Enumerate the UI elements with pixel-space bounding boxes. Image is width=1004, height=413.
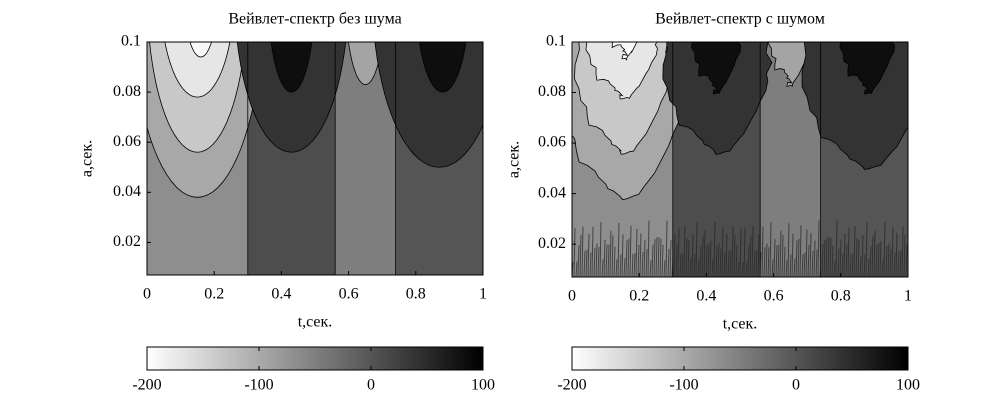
contour-region <box>270 42 313 93</box>
contour-region <box>767 42 813 87</box>
contour-region <box>611 42 638 61</box>
y-tick-label: 0.04 <box>538 184 566 201</box>
chart-title: Вейвлет-спектр с шумом <box>655 11 825 28</box>
contour-region <box>348 42 383 85</box>
colorbar-tick-label: -100 <box>244 377 273 394</box>
contour-region <box>662 42 773 155</box>
colorbar-tick-label: -200 <box>557 377 586 394</box>
y-tick-label: 0.02 <box>113 233 141 250</box>
x-tick-label: 0.4 <box>271 286 291 303</box>
contour-region <box>236 42 347 153</box>
y-tick-label: 0.06 <box>113 133 141 150</box>
colorbar-tick-label: 0 <box>367 377 375 394</box>
x-tick-label: 1 <box>904 288 912 305</box>
contour-region <box>164 42 231 98</box>
y-tick-label: 0.04 <box>113 183 141 200</box>
contour-region <box>419 42 467 93</box>
contour-plot <box>147 42 483 275</box>
colorbar <box>146 346 484 371</box>
axes-box <box>571 41 909 278</box>
x-tick-label: 1 <box>479 286 487 303</box>
colorbar-tick-label: 100 <box>471 377 495 394</box>
x-tick-label: 0.8 <box>831 288 851 305</box>
x-axis-label: t,сек. <box>298 314 333 331</box>
x-axis-label: t,сек. <box>723 316 758 333</box>
y-tick-label: 0.08 <box>538 83 566 100</box>
contour-region <box>585 42 658 100</box>
x-tick-label: 0.8 <box>406 286 426 303</box>
y-tick-label: 0.08 <box>113 83 141 100</box>
x-tick-label: 0.4 <box>696 288 716 305</box>
x-tick-label: 0.2 <box>204 286 224 303</box>
contour-region <box>691 42 742 95</box>
x-tick-label: 0.6 <box>764 288 784 305</box>
y-tick-label: 0.1 <box>121 33 141 50</box>
contour-plot <box>572 42 908 277</box>
colorbar-tick-label: 0 <box>792 377 800 394</box>
contour-region <box>839 42 895 95</box>
x-tick-label: 0 <box>143 286 151 303</box>
x-tick-label: 0 <box>568 288 576 305</box>
axes-box <box>146 41 484 276</box>
y-tick-label: 0.06 <box>538 134 566 151</box>
colorbar-tick-label: 100 <box>896 377 920 394</box>
x-tick-label: 0.2 <box>629 288 649 305</box>
y-axis-label: a,сек. <box>79 140 96 177</box>
colorbar <box>571 346 909 371</box>
x-tick-label: 0.6 <box>339 286 359 303</box>
colorbar-tick-label: -100 <box>669 377 698 394</box>
y-tick-label: 0.1 <box>546 33 566 50</box>
y-axis-label: a,сек. <box>506 141 523 178</box>
chart-title: Вейвлет-спектр без шума <box>228 11 401 28</box>
colorbar-tick-label: -200 <box>132 377 161 394</box>
y-tick-label: 0.02 <box>538 235 566 252</box>
contour-region <box>189 42 212 58</box>
